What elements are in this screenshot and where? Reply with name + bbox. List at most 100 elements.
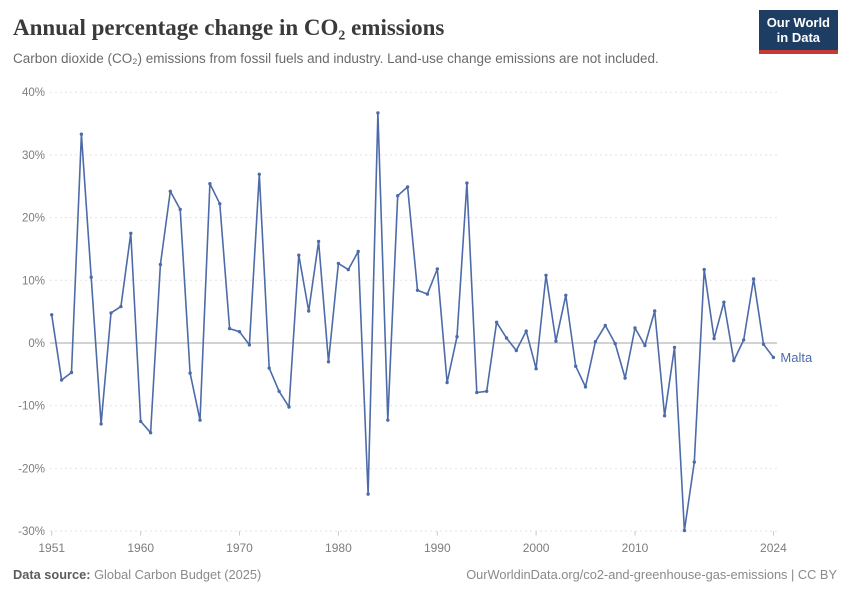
page-title: Annual percentage change in CO₂ emission…: [13, 15, 445, 40]
data-point: [771, 355, 776, 360]
data-point: [574, 364, 578, 368]
data-point: [326, 360, 331, 364]
data-point: [445, 380, 449, 385]
line-chart: 40% 30% 20% 10% 0% -10% -20% -30% 1951 1960 1970 19…: [18, 87, 813, 555]
data-point: [227, 326, 232, 331]
x-tick-label: 2010: [622, 541, 649, 555]
series-label: Malta: [780, 350, 813, 365]
footer: Data source: Global Carbon Budget (2025)…: [13, 567, 837, 582]
data-point: [435, 267, 439, 271]
data-point: [534, 367, 538, 371]
data-point: [544, 273, 548, 277]
data-point: [455, 335, 459, 339]
data-source-label: Data source:: [13, 567, 91, 582]
owid-logo-line2: in Data: [776, 30, 821, 46]
footer-citation: OurWorldinData.org/co2-and-greenhouse-ga…: [466, 567, 837, 582]
data-point: [89, 275, 93, 279]
data-point: [751, 277, 756, 281]
data-point: [465, 181, 469, 185]
data-point: [415, 288, 420, 292]
data-point: [316, 239, 321, 244]
data-point: [583, 385, 588, 389]
y-tick-label: 10%: [22, 275, 45, 287]
data-point: [158, 262, 163, 267]
data-source: Data source: Global Carbon Budget (2025): [13, 567, 261, 582]
data-point: [198, 418, 202, 422]
x-tick-label: 2000: [523, 541, 550, 555]
y-tick-label: 30%: [22, 150, 45, 162]
data-point: [356, 249, 360, 254]
data-point: [386, 418, 390, 422]
data-point: [643, 343, 647, 348]
chart-subtitle: Carbon dioxide (CO₂) emissions from foss…: [13, 51, 659, 66]
data-point: [603, 323, 607, 328]
data-point: [722, 300, 726, 304]
data-source-value: Global Carbon Budget (2025): [90, 567, 262, 582]
data-point: [307, 309, 311, 313]
data-point: [336, 261, 341, 266]
data-point: [139, 419, 143, 424]
data-point: [623, 376, 627, 380]
data-point: [475, 390, 479, 395]
data-point: [425, 292, 430, 296]
series-line: [50, 112, 775, 532]
data-point: [682, 528, 687, 533]
data-point: [524, 329, 528, 333]
data-point: [346, 267, 350, 272]
data-point: [732, 358, 736, 363]
data-point: [59, 378, 64, 382]
data-point: [148, 431, 153, 435]
data-point: [554, 339, 558, 343]
data-point: [188, 371, 192, 375]
data-point: [129, 231, 133, 235]
data-point: [109, 311, 113, 315]
data-point: [593, 340, 598, 344]
data-point: [50, 313, 54, 317]
x-tick-label: 1980: [325, 541, 352, 555]
x-tick-label: 1990: [424, 541, 451, 555]
data-point: [564, 293, 568, 297]
y-tick-label: -10%: [18, 401, 45, 413]
data-point: [267, 366, 271, 370]
data-point: [672, 345, 677, 350]
owid-logo-line1: Our World: [766, 15, 830, 30]
data-point: [761, 342, 766, 346]
data-point: [168, 189, 172, 193]
data-point: [237, 330, 242, 334]
data-point: [178, 207, 182, 212]
data-point: [702, 267, 706, 272]
data-point: [257, 172, 261, 176]
y-tick-label: 20%: [22, 213, 45, 225]
data-point: [366, 492, 370, 496]
data-point: [79, 132, 84, 136]
data-point: [218, 202, 222, 206]
x-tick-label: 2024: [760, 541, 787, 555]
data-point: [613, 341, 617, 346]
data-point: [287, 405, 291, 409]
data-point: [208, 182, 212, 186]
x-tick-label: 1970: [226, 541, 253, 555]
data-point: [494, 320, 499, 324]
data-point: [69, 370, 74, 375]
y-tick-label: -20%: [18, 463, 45, 475]
data-point: [504, 336, 509, 340]
y-tick-label: 40%: [22, 87, 45, 99]
data-point: [514, 348, 518, 353]
y-tick-label: -30%: [18, 526, 45, 538]
y-tick-label: 0%: [28, 338, 45, 350]
data-point: [297, 253, 301, 257]
data-point: [742, 338, 746, 342]
data-point: [653, 309, 657, 313]
data-point: [692, 460, 696, 464]
data-point: [485, 389, 489, 393]
data-point: [662, 414, 667, 418]
data-point: [633, 326, 637, 330]
data-point: [405, 185, 410, 189]
data-point: [396, 194, 400, 198]
x-tick-label: 1951: [38, 541, 65, 555]
chart-area: 40% 30% 20% 10% 0% -10% -20% -30% 1951 1960 1970 19…: [0, 80, 850, 558]
x-tick-label: 1960: [127, 541, 154, 555]
data-point: [376, 111, 380, 115]
data-point: [99, 422, 103, 426]
